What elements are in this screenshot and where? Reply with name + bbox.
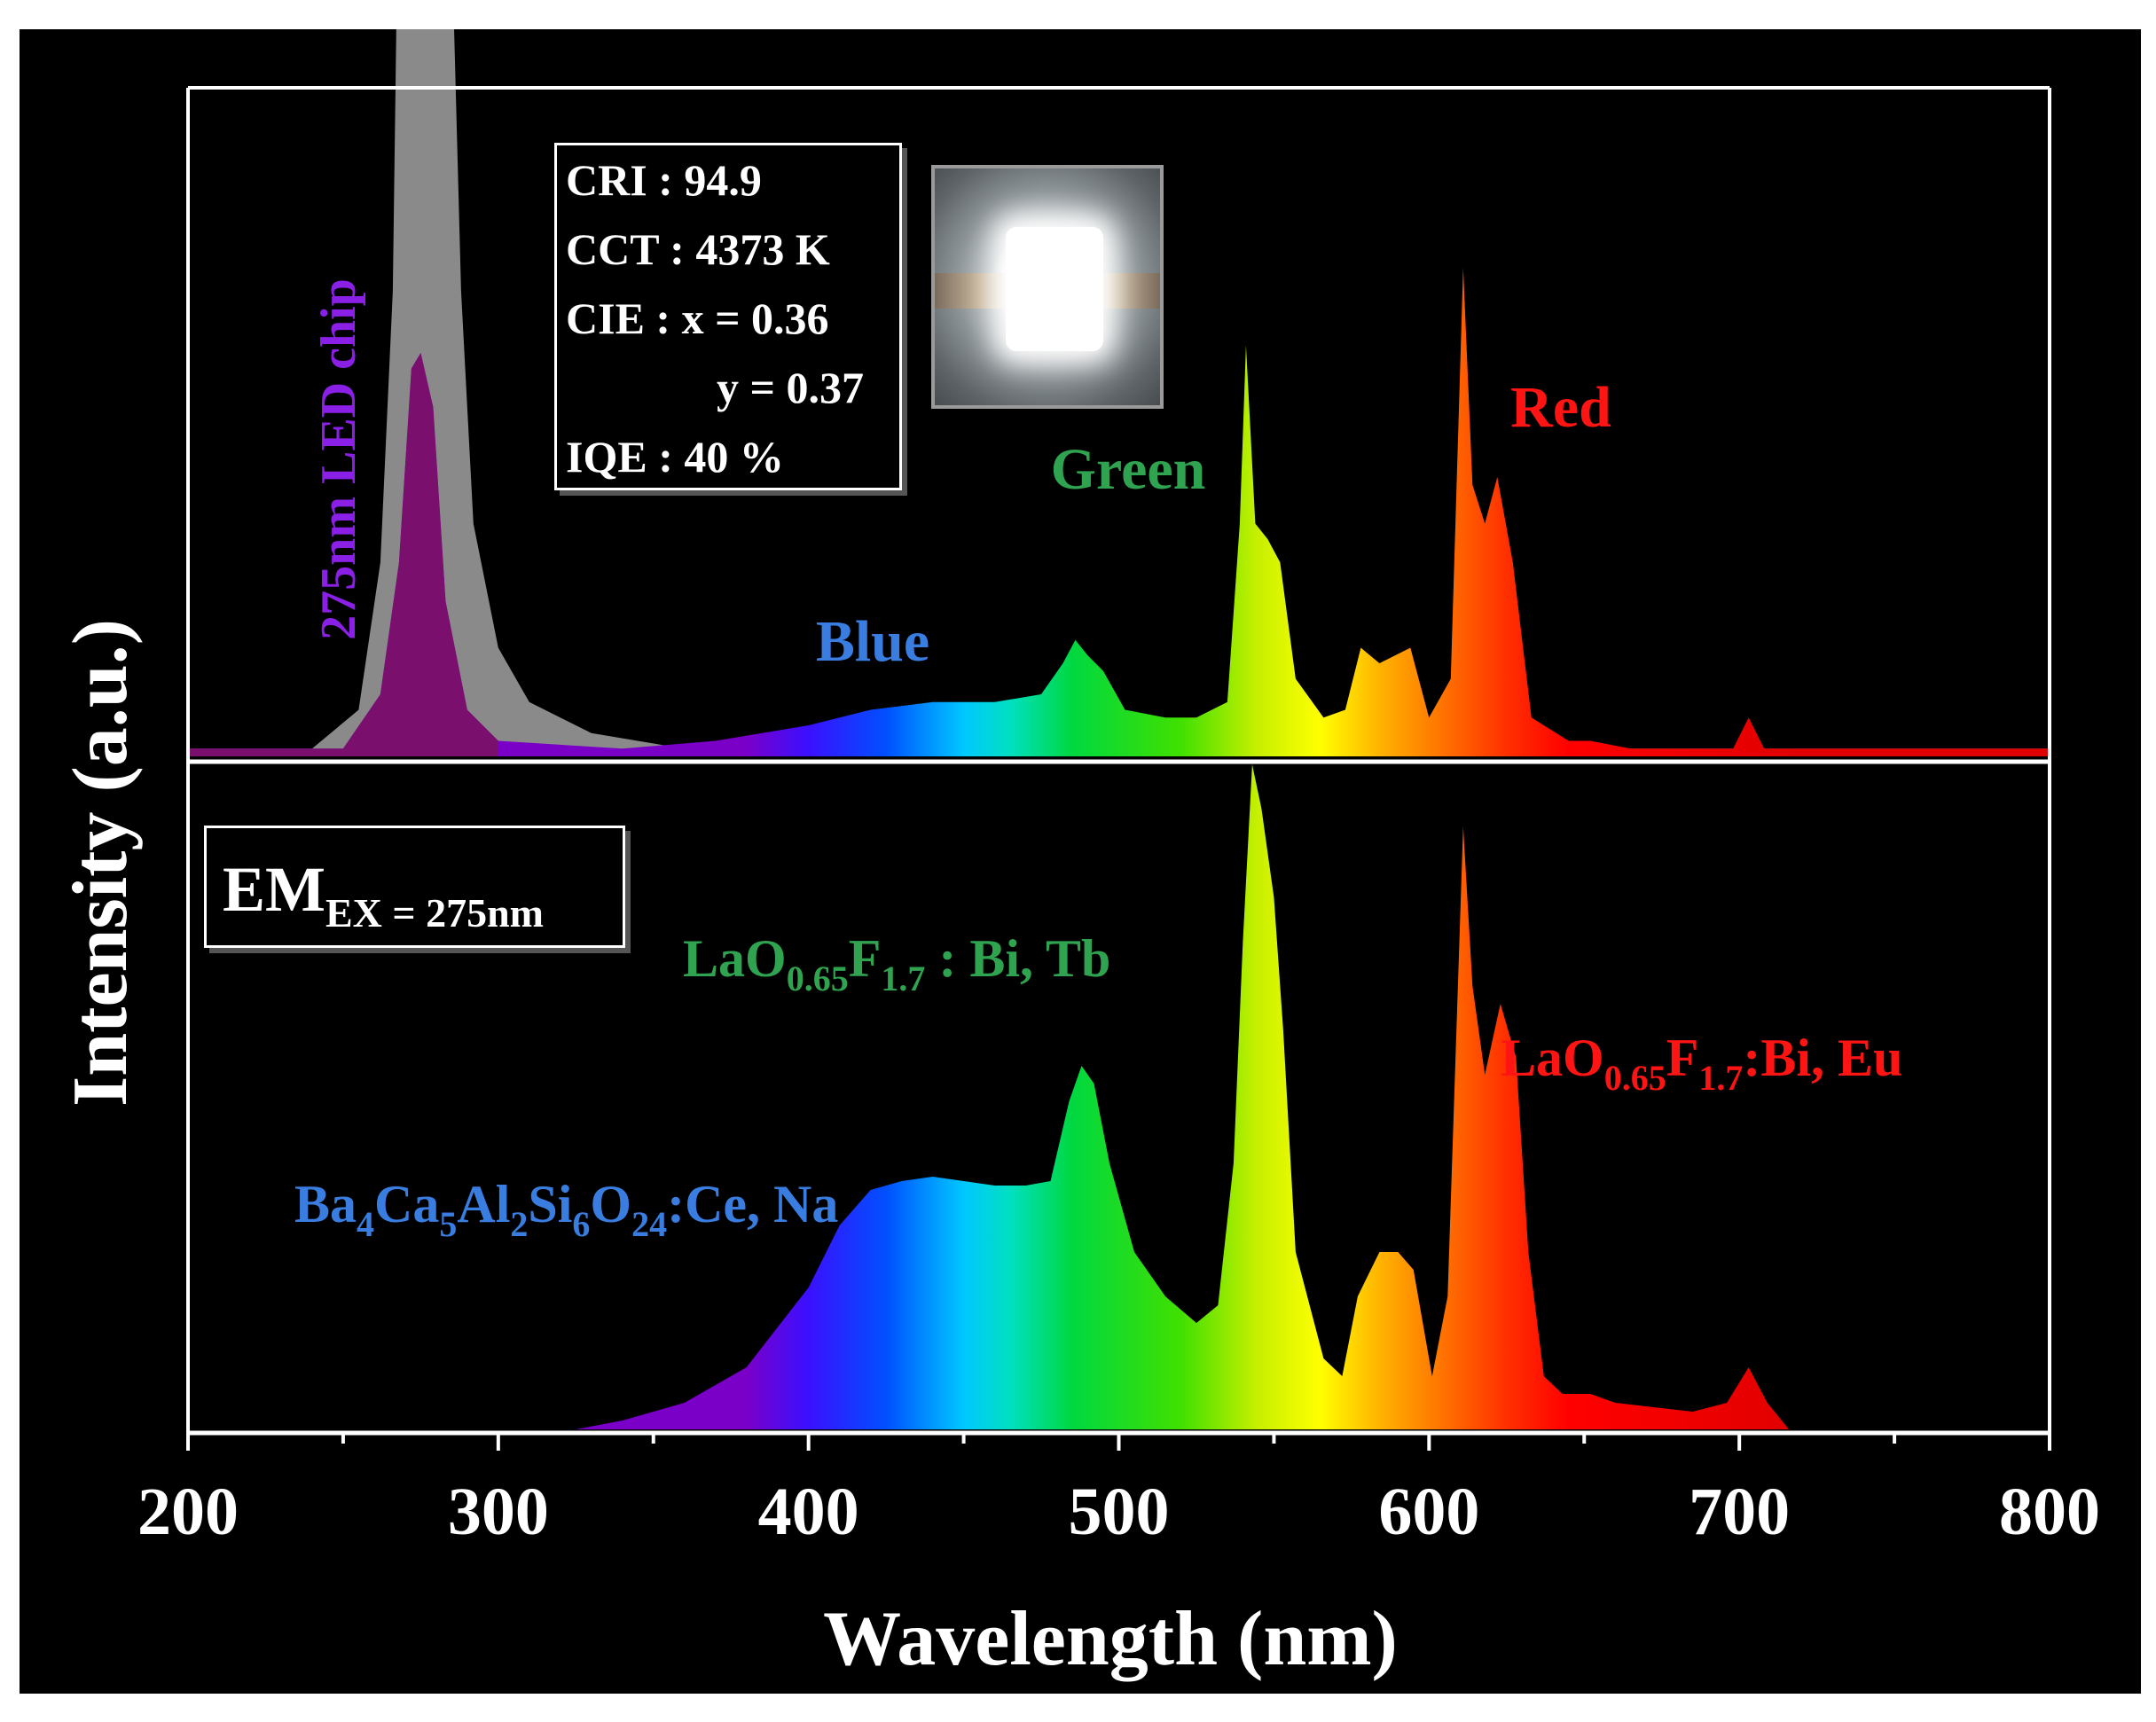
tb-part: 1.7 [881, 959, 925, 998]
ce-part: :Ce, Na [667, 1175, 838, 1233]
ce-part: Al [457, 1175, 510, 1233]
top-panel [188, 29, 2050, 756]
ce-phosphor-label: Ba4Ca5Al2Si6O24:Ce, Na [294, 1175, 838, 1244]
x-tick-label: 200 [137, 1475, 239, 1549]
em-condition-box: EMEX = 275nm [204, 826, 625, 948]
ce-part: 6 [572, 1204, 590, 1244]
top-led-emission-peak [188, 353, 498, 756]
tb-part: : Bi, Tb [925, 929, 1110, 988]
led-chip-label: 275nm LED chip [311, 278, 366, 640]
x-axis-label: Wavelength (nm) [823, 1596, 1398, 1682]
ce-part: O [590, 1175, 631, 1233]
x-tick-label: 400 [758, 1475, 859, 1549]
led-metrics-box: CRI : 94.9 CCT : 4373 K CIE : x = 0.36 y… [554, 143, 902, 490]
y-axis-label: Intensity (a.u.) [58, 619, 144, 1107]
ce-part: 24 [631, 1204, 667, 1244]
eu-part: 1.7 [1698, 1058, 1743, 1098]
ce-part: 5 [439, 1204, 457, 1244]
ce-part: Si [528, 1175, 572, 1233]
tb-phosphor-label: LaO0.65F1.7 : Bi, Tb [683, 929, 1110, 998]
x-tick-label: 600 [1378, 1475, 1479, 1549]
em-sub: EX = 275nm [325, 890, 544, 935]
ce-part: 4 [357, 1204, 374, 1244]
x-tick-label: 500 [1069, 1475, 1170, 1549]
x-tick-label: 800 [1999, 1475, 2100, 1549]
red-label: Red [1510, 375, 1611, 440]
blue-label: Blue [816, 609, 929, 674]
eu-part: LaO [1501, 1029, 1604, 1087]
eu-part: 0.65 [1604, 1058, 1666, 1098]
photo-led-glow [1006, 227, 1103, 351]
figure-frame: 200 300 400 500 600 700 800 Wavelength (nm) In… [20, 29, 2141, 1694]
tb-part: LaO [683, 929, 787, 988]
axes: 200 300 400 500 600 700 800 [137, 86, 2100, 1549]
cie-x-value: CIE : x = 0.36 [566, 294, 829, 343]
eu-phosphor-label: LaO0.65F1.7:Bi, Eu [1501, 1029, 1902, 1098]
tb-part: F [849, 929, 882, 988]
ce-part: Ca [374, 1175, 439, 1233]
cct-value: CCT : 4373 K [566, 224, 830, 274]
bottom-series-0 [188, 764, 2050, 1429]
tb-part: 0.65 [787, 959, 849, 998]
bottom-panel [188, 764, 2050, 1429]
eu-part: F [1666, 1029, 1699, 1087]
green-label: Green [1051, 437, 1206, 502]
ce-part: Ba [294, 1175, 357, 1233]
top-series-0 [188, 29, 2050, 756]
eu-part: :Bi, Eu [1743, 1029, 1902, 1087]
led-device-photo [931, 165, 1164, 409]
x-tick-label: 700 [1689, 1475, 1790, 1549]
cri-value: CRI : 94.9 [566, 155, 762, 205]
spectrum-chart: 200 300 400 500 600 700 800 Wavelength (nm) In… [58, 29, 2100, 1682]
iqe-value: IQE : 40 % [566, 432, 784, 481]
ce-part: 2 [510, 1204, 528, 1244]
cie-y-value: y = 0.37 [717, 363, 864, 412]
x-tick-label: 300 [448, 1475, 549, 1549]
em-main: EM [223, 854, 325, 925]
